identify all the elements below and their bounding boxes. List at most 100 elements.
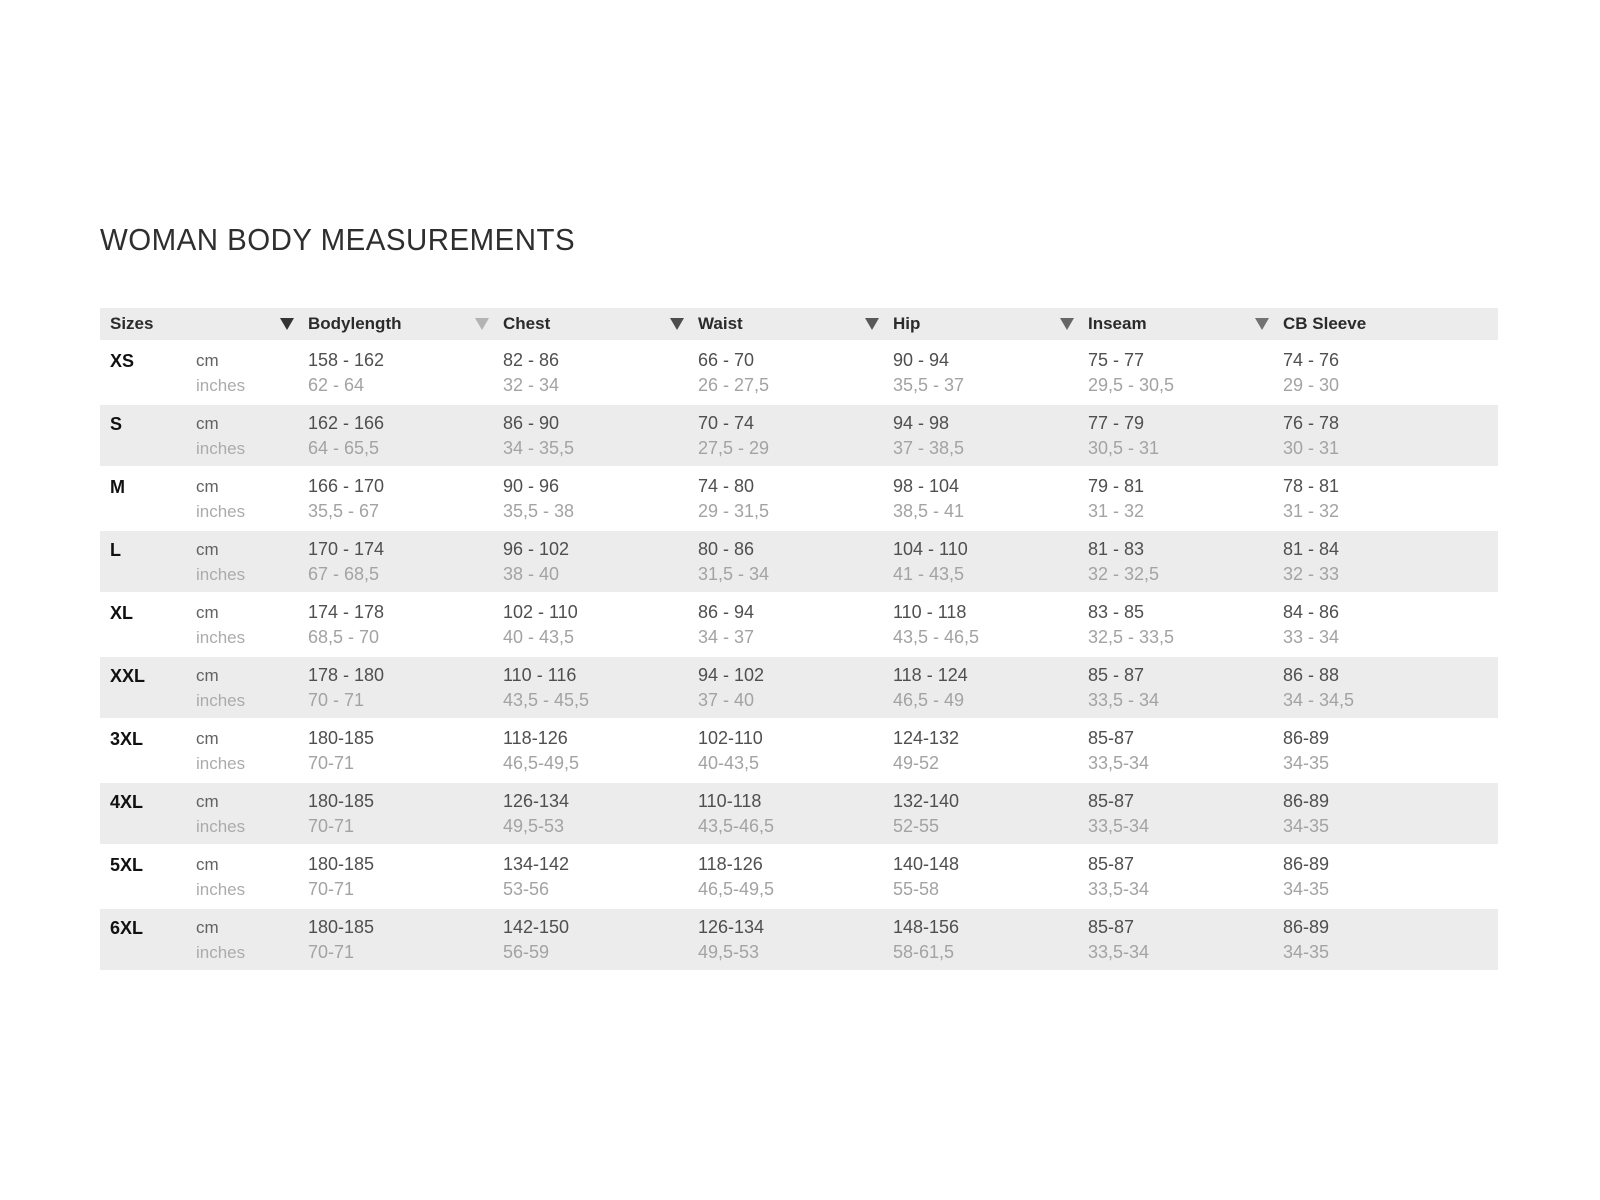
inches-value: 70-71 [308,753,355,773]
inches-value: 34 - 34,5 [1283,690,1355,710]
cm-value: 70 - 74 [698,413,755,433]
cm-value: 79 - 81 [1088,476,1145,496]
measurement-cell: 158 - 162 62 - 64 [280,342,475,403]
inches-value: 67 - 68,5 [308,564,380,584]
unit-cell: cm inches [196,909,280,970]
inches-value: 27,5 - 29 [698,438,770,458]
measurement-cell: 174 - 178 68,5 - 70 [280,594,475,655]
cm-value: 124-132 [893,728,960,748]
table-row-xxl: XXL cm inches 178 - 180 70 - 71 110 - 11… [100,655,1498,718]
cm-value: 148-156 [893,917,960,937]
cm-value: 180-185 [308,917,375,937]
measurement-cell: 94 - 102 37 - 40 [670,657,865,718]
inches-value: 70-71 [308,816,355,836]
cm-value: 94 - 98 [893,413,950,433]
inches-value: 32 - 32,5 [1088,564,1160,584]
column-header-label: Waist [698,314,743,333]
table-row-6xl: 6XL cm inches 180-185 70-71 142-150 56-5… [100,907,1498,970]
cm-value: 77 - 79 [1088,413,1145,433]
table-row-5xl: 5XL cm inches 180-185 70-71 134-142 53-5… [100,844,1498,907]
unit-cell: cm inches [196,594,280,655]
column-header-waist[interactable]: Waist [670,314,865,334]
cm-value: 81 - 83 [1088,539,1145,559]
measurement-cell: 148-156 58-61,5 [865,909,1060,970]
cm-value: 174 - 178 [308,602,385,622]
measurement-cell: 80 - 86 31,5 - 34 [670,531,865,592]
column-header-cb-sleeve[interactable]: CB Sleeve [1255,314,1498,334]
cm-value: 80 - 86 [698,539,755,559]
inches-value: 49-52 [893,753,940,773]
cm-value: 118 - 124 [893,665,968,685]
measurement-cell: 79 - 81 31 - 32 [1060,468,1255,529]
cm-value: 118-126 [698,854,763,874]
inches-value: 30 - 31 [1283,438,1340,458]
cm-value: 82 - 86 [503,350,560,370]
inches-value: 34 - 37 [698,627,755,647]
measurement-cell: 142-150 56-59 [475,909,670,970]
column-header-chest[interactable]: Chest [475,314,670,334]
inches-value: 29 - 31,5 [698,501,770,521]
cm-value: 180-185 [308,728,375,748]
inches-value: 70-71 [308,879,355,899]
size-label: L [110,540,121,560]
measurement-cell: 102-110 40-43,5 [670,720,865,781]
unit-cell: cm inches [196,783,280,844]
size-label: 5XL [110,855,144,875]
cm-value: 75 - 77 [1088,350,1145,370]
unit-cm-label: cm [196,792,219,811]
inches-value: 62 - 64 [308,375,365,395]
inches-value: 35,5 - 37 [893,375,965,395]
unit-cm-label: cm [196,603,219,622]
size-label: XS [110,351,135,371]
cm-value: 85-87 [1088,728,1135,748]
cm-value: 74 - 80 [698,476,755,496]
measurement-cell: 81 - 83 32 - 32,5 [1060,531,1255,592]
measurement-cell: 86-89 34-35 [1255,846,1498,907]
cm-value: 178 - 180 [308,665,385,685]
measurement-cell: 85-87 33,5-34 [1060,783,1255,844]
inches-value: 38 - 40 [503,564,560,584]
unit-cm-label: cm [196,477,219,496]
measurement-cell: 76 - 78 30 - 31 [1255,405,1498,466]
inches-value: 49,5-53 [503,816,565,836]
measurement-cell: 162 - 166 64 - 65,5 [280,405,475,466]
measurement-cell: 166 - 170 35,5 - 67 [280,468,475,529]
size-label: 3XL [110,729,144,749]
table-body: XS cm inches 158 - 162 62 - 64 82 - 86 3… [100,340,1498,970]
cm-value: 86-89 [1283,917,1330,937]
cm-value: 86 - 90 [503,413,560,433]
table-row-m: M cm inches 166 - 170 35,5 - 67 90 - 96 … [100,466,1498,529]
measurement-cell: 134-142 53-56 [475,846,670,907]
column-header-inseam[interactable]: Inseam [1060,314,1255,334]
measurement-cell: 86-89 34-35 [1255,783,1498,844]
unit-inches-label: inches [196,565,246,584]
measurement-cell: 84 - 86 33 - 34 [1255,594,1498,655]
inches-value: 53-56 [503,879,550,899]
measurement-cell: 110 - 116 43,5 - 45,5 [475,657,670,718]
cm-value: 102-110 [698,728,763,748]
inches-value: 34-35 [1283,942,1330,962]
sort-arrow-icon [1255,318,1269,330]
unit-cell: cm inches [196,657,280,718]
column-header-hip[interactable]: Hip [865,314,1060,334]
measurement-cell: 110-118 43,5-46,5 [670,783,865,844]
measurement-cell: 118 - 124 46,5 - 49 [865,657,1060,718]
table-row-l: L cm inches 170 - 174 67 - 68,5 96 - 102… [100,529,1498,592]
cm-value: 126-134 [698,917,765,937]
size-label: M [110,477,125,497]
measurement-cell: 118-126 46,5-49,5 [670,846,865,907]
inches-value: 46,5 - 49 [893,690,965,710]
unit-cm-label: cm [196,666,219,685]
measurement-cell: 75 - 77 29,5 - 30,5 [1060,342,1255,403]
measurement-cell: 81 - 84 32 - 33 [1255,531,1498,592]
unit-inches-label: inches [196,880,246,899]
cm-value: 118-126 [503,728,568,748]
column-header-bodylength[interactable]: Bodylength [280,314,475,334]
column-header-label: Bodylength [308,314,402,333]
inches-value: 64 - 65,5 [308,438,380,458]
measurement-cell: 86 - 94 34 - 37 [670,594,865,655]
cm-value: 140-148 [893,854,960,874]
inches-value: 55-58 [893,879,940,899]
measurement-cell: 126-134 49,5-53 [475,783,670,844]
